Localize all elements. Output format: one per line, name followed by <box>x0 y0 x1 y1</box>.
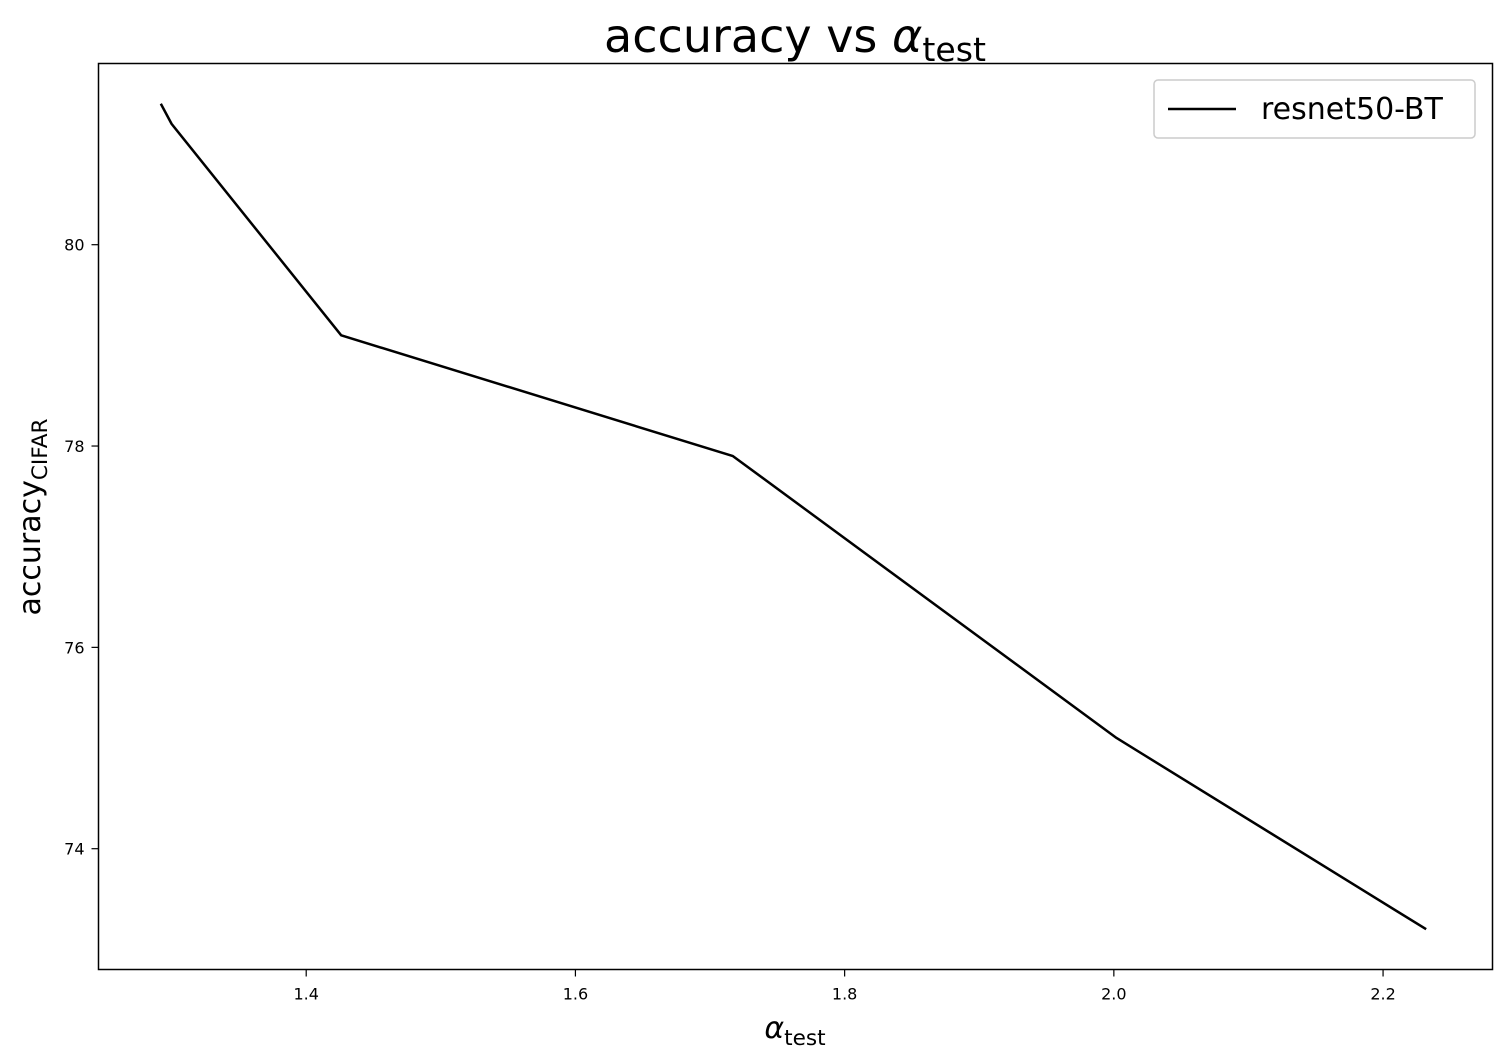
y-axis-label: accuracyCIFAR <box>13 418 53 615</box>
x-tick-label: 1.6 <box>563 985 588 1004</box>
x-tick-label: 1.8 <box>832 985 857 1004</box>
x-axis-label: αtest <box>764 1011 825 1051</box>
y-tick-label: 76 <box>64 638 84 657</box>
chart-title: accuracy vs αtest <box>604 9 986 69</box>
legend-label-resnet50-bt: resnet50-BT <box>1261 92 1444 127</box>
y-tick-label: 80 <box>64 236 84 255</box>
series-line-resnet50-bt <box>159 103 1427 931</box>
x-tick-label: 2.0 <box>1101 985 1126 1004</box>
y-tick-label: 78 <box>64 437 84 456</box>
x-axis-ticks: 1.4 1.6 1.8 2.0 2.2 <box>293 969 1396 1004</box>
plot-area-frame <box>97 62 1494 971</box>
x-tick-label: 1.4 <box>293 985 318 1004</box>
y-tick-label: 74 <box>64 840 84 859</box>
y-axis-ticks: 74 76 78 80 <box>64 236 99 859</box>
legend-box <box>1153 79 1476 139</box>
series-group <box>159 103 1427 931</box>
legend: resnet50-BT <box>1153 79 1476 139</box>
x-tick-label: 2.2 <box>1370 985 1395 1004</box>
